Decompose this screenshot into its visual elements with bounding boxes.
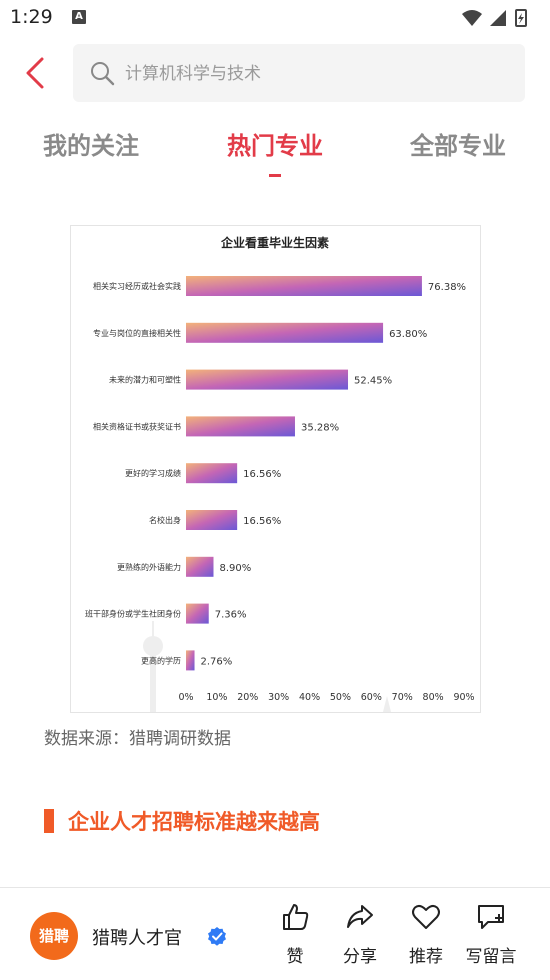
tab-hot-majors[interactable]: 热门专业 xyxy=(227,132,323,160)
x-axis-ticks: 0% 10% 20% 30% 40% 50% 60% 70% 80% 90% xyxy=(178,692,474,703)
bottom-action-bar: 猎聘 猎聘人才官 赞 分享 推荐 写留言 xyxy=(0,887,550,980)
x-tick-label: 90% xyxy=(453,692,474,703)
bar xyxy=(186,556,214,577)
bar xyxy=(186,276,422,296)
chart-svg: 企业看重毕业生因素 相关实习经历或社会实践 76.38% 专业与岗位的直接相关性 63… xyxy=(85,235,475,712)
tab-bar: 我的关注 热门专业 全部专业 xyxy=(0,126,550,186)
like-button[interactable]: 赞 xyxy=(265,902,325,972)
value-label: 8.90% xyxy=(219,563,251,574)
battery-icon xyxy=(515,9,527,27)
search-icon xyxy=(91,62,115,86)
skyline-watermark xyxy=(143,621,391,712)
status-time: 1:29 xyxy=(10,6,53,28)
thumbs-up-icon xyxy=(283,904,309,930)
bars-group: 相关实习经历或社会实践 76.38% 专业与岗位的直接相关性 63.80% 未来的潜力和… xyxy=(85,276,466,671)
category-label: 相关实习经历或社会实践 xyxy=(93,281,181,291)
bar xyxy=(186,416,295,437)
bar-chart: 企业看重毕业生因素 相关实习经历或社会实践 76.38% 专业与岗位的直接相关性 63… xyxy=(70,225,481,713)
category-label: 专业与岗位的直接相关性 xyxy=(93,328,181,338)
heading-text: 企业人才招聘标准越来越高 xyxy=(68,810,320,834)
x-tick-label: 0% xyxy=(178,692,193,703)
category-label: 班干部身份或学生社团身份 xyxy=(85,609,181,619)
data-source-text: 数据来源：猎聘调研数据 xyxy=(44,729,231,749)
signal-icon xyxy=(490,10,506,26)
author-name[interactable]: 猎聘人才官 xyxy=(92,928,182,949)
bar xyxy=(186,510,238,530)
comment-add-icon xyxy=(478,905,504,929)
search-box[interactable] xyxy=(73,44,525,102)
x-tick-label: 70% xyxy=(392,692,413,703)
search-row xyxy=(0,44,550,102)
x-tick-label: 40% xyxy=(299,692,320,703)
bar xyxy=(186,369,349,390)
x-tick-label: 10% xyxy=(206,692,227,703)
x-tick-label: 30% xyxy=(268,692,289,703)
comment-button[interactable]: 写留言 xyxy=(461,902,521,972)
status-bar: 1:29 A xyxy=(0,0,550,36)
value-label: 16.56% xyxy=(243,516,281,527)
category-label: 更高的学历 xyxy=(141,655,181,665)
bar xyxy=(186,650,195,671)
recommend-label: 推荐 xyxy=(409,947,443,967)
x-tick-label: 80% xyxy=(423,692,444,703)
bar xyxy=(186,322,384,343)
category-label: 更好的学习成绩 xyxy=(125,468,181,478)
heart-icon xyxy=(412,904,440,929)
verified-badge-icon xyxy=(208,927,226,946)
heading-accent-bar xyxy=(44,809,54,833)
share-icon xyxy=(347,905,373,928)
value-label: 76.38% xyxy=(428,282,466,293)
comment-label: 写留言 xyxy=(465,947,517,967)
author-logo-text: 猎聘 xyxy=(38,927,69,945)
value-label: 7.36% xyxy=(215,610,247,621)
value-label: 52.45% xyxy=(354,376,392,387)
x-tick-label: 50% xyxy=(330,692,351,703)
notification-icon: A xyxy=(72,10,86,24)
value-label: 35.28% xyxy=(301,422,339,433)
like-label: 赞 xyxy=(286,947,304,967)
tab-my-follow[interactable]: 我的关注 xyxy=(43,132,139,160)
value-label: 16.56% xyxy=(243,469,281,480)
x-tick-label: 60% xyxy=(361,692,382,703)
category-label: 更熟练的外语能力 xyxy=(117,562,181,572)
category-label: 未来的潜力和可塑性 xyxy=(109,375,181,385)
author-avatar[interactable]: 猎聘 xyxy=(30,912,78,960)
share-label: 分享 xyxy=(343,947,377,967)
bar xyxy=(186,603,209,624)
recommend-button[interactable]: 推荐 xyxy=(396,902,456,972)
chart-title: 企业看重毕业生因素 xyxy=(220,235,329,250)
category-label: 相关资格证书或获奖证书 xyxy=(93,421,181,431)
back-arrow-icon[interactable] xyxy=(20,56,54,90)
search-input[interactable] xyxy=(123,58,507,90)
value-label: 2.76% xyxy=(201,656,233,667)
tab-all-majors[interactable]: 全部专业 xyxy=(410,132,506,160)
status-icons xyxy=(462,9,527,27)
x-tick-label: 20% xyxy=(237,692,258,703)
category-label: 名校出身 xyxy=(149,515,181,525)
wifi-icon xyxy=(462,10,482,26)
share-button[interactable]: 分享 xyxy=(330,902,390,972)
value-label: 63.80% xyxy=(389,329,427,340)
bar xyxy=(186,463,238,484)
active-tab-indicator xyxy=(269,174,281,177)
